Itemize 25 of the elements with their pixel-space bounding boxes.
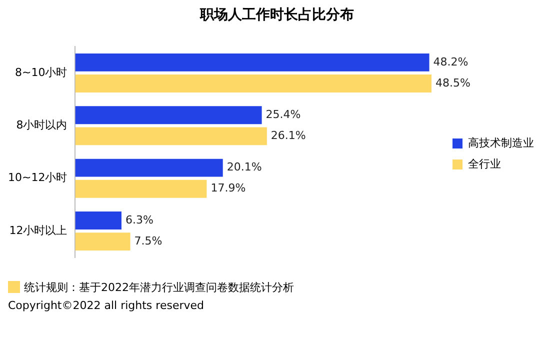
bar <box>75 53 430 72</box>
data-label: 48.5% <box>435 76 470 90</box>
chart-title: 职场人工作时长占比分布 <box>198 6 355 24</box>
data-label: 26.1% <box>270 129 306 142</box>
bar <box>75 127 267 146</box>
y-tick-label: 8~10小时 <box>14 66 68 79</box>
legend-label: 高技术制造业 <box>468 136 534 150</box>
data-label: 17.9% <box>210 182 246 195</box>
y-tick-label: 12小时以上 <box>9 224 68 237</box>
bar <box>75 158 223 177</box>
legend-label: 全行业 <box>468 157 501 170</box>
text: 统计规则：基于2022年潜力行业调查问卷数据统计分析 <box>24 280 294 294</box>
text: Copyright©2022 all rights reserved <box>8 298 204 312</box>
bar <box>75 232 130 251</box>
data-label: 7.5% <box>134 234 162 248</box>
bar <box>75 212 122 230</box>
y-tick-label: 10~12小时 <box>8 171 68 184</box>
data-label: 48.2% <box>433 55 468 68</box>
y-tick-label: 8小时以内 <box>16 118 68 132</box>
data-label: 6.3% <box>125 213 154 226</box>
data-label: 25.4% <box>266 108 301 121</box>
bar <box>75 106 262 124</box>
bar <box>75 74 432 92</box>
bar <box>75 180 207 198</box>
data-label: 20.1% <box>226 160 262 174</box>
